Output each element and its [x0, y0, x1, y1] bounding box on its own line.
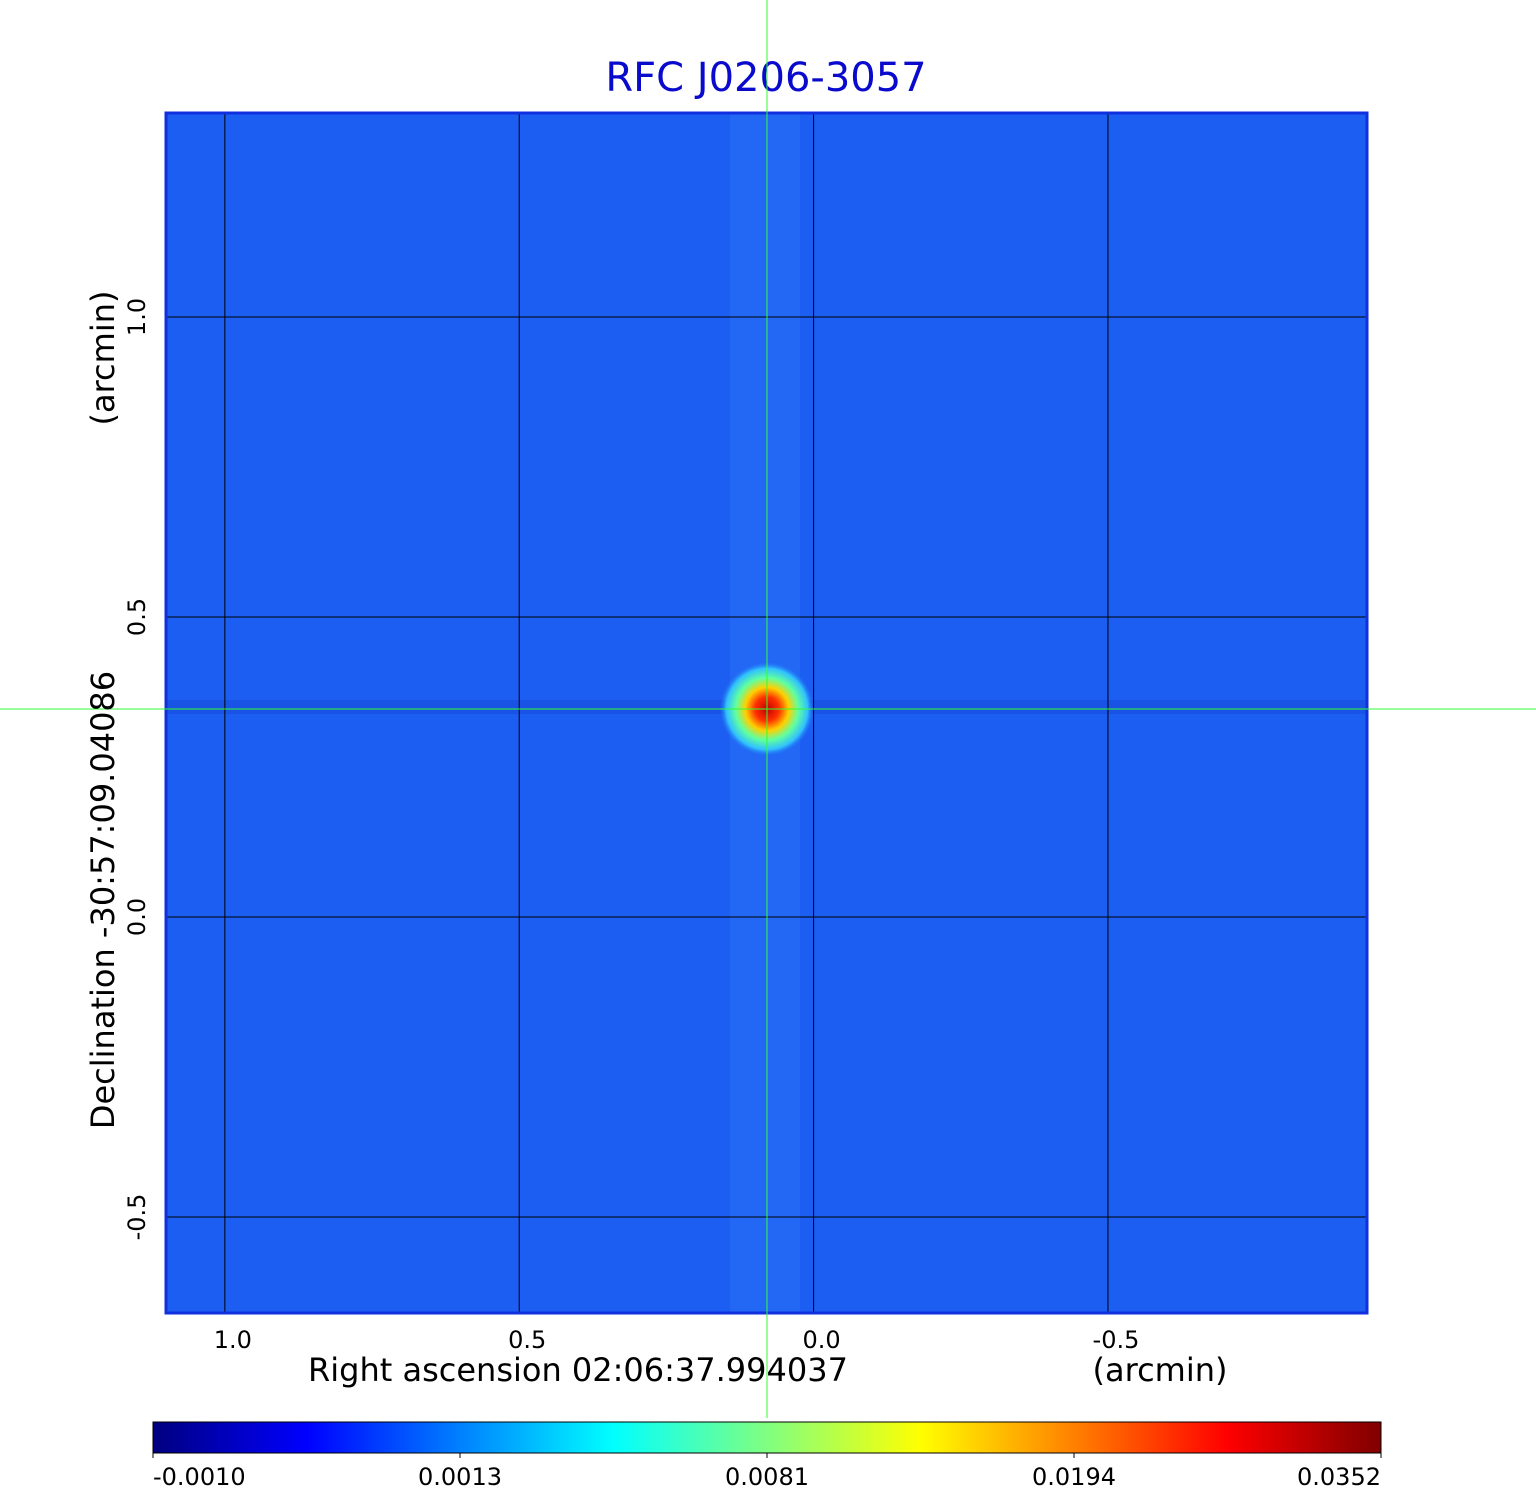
y-tick-label: 0.0 [123, 898, 151, 936]
y-axis-unit: (arcmin) [84, 291, 122, 426]
y-tick-label: 1.0 [123, 298, 151, 336]
colorbar-tick-label: -0.0010 [153, 1463, 246, 1491]
x-tick-label: 0.0 [803, 1326, 841, 1354]
chart-title: RFC J0206-3057 [605, 55, 926, 101]
colorbar-tick-label: 0.0194 [1032, 1463, 1116, 1491]
y-tick-label: 0.5 [123, 598, 151, 636]
y-axis-label: Declination -30:57:09.04086 [84, 671, 122, 1129]
colorbar [152, 1421, 1382, 1454]
x-tick-label: 1.0 [214, 1326, 252, 1354]
colorbar-tick-label: 0.0013 [418, 1463, 502, 1491]
x-axis-unit: (arcmin) [1093, 1351, 1228, 1389]
x-tick-label: 0.5 [508, 1326, 546, 1354]
x-tick-label: -0.5 [1093, 1326, 1140, 1354]
colorbar-tick-label: 0.0081 [725, 1463, 809, 1491]
y-tick-label: -0.5 [123, 1194, 151, 1241]
colorbar-tick-label: 0.0352 [1297, 1463, 1381, 1491]
x-axis-label: Right ascension 02:06:37.994037 [308, 1351, 848, 1389]
